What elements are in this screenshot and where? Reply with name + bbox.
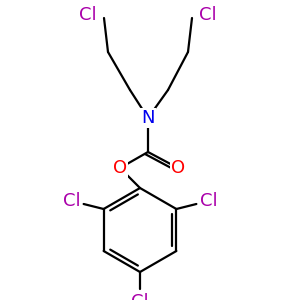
Text: Cl: Cl [199,6,217,24]
Text: N: N [141,109,155,127]
Text: O: O [113,159,127,177]
Text: Cl: Cl [131,293,149,300]
Text: O: O [171,159,185,177]
Text: Cl: Cl [200,192,217,210]
Text: Cl: Cl [79,6,97,24]
Text: Cl: Cl [63,192,80,210]
